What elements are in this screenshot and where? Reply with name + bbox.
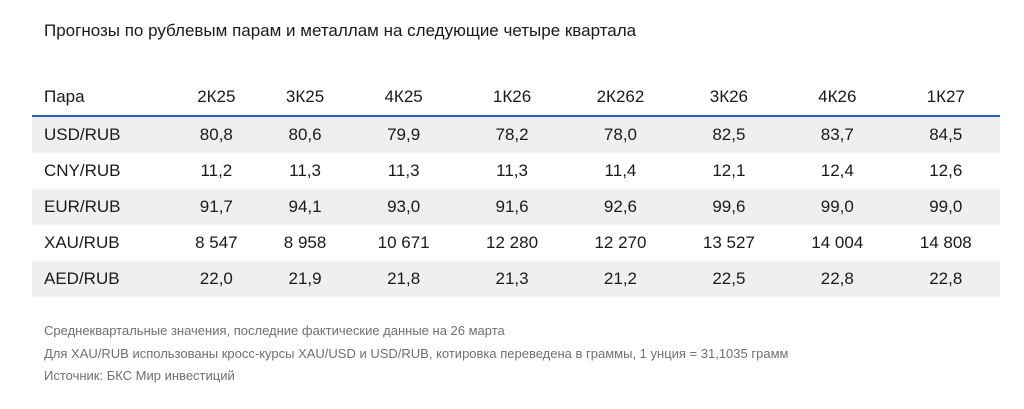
table-cell: 78,0 (566, 116, 675, 153)
table-cell: 14 808 (919, 233, 972, 252)
table-cell: 84,5 (891, 116, 1000, 153)
forecast-table: Пара 2К25 3К25 4К25 1К26 2К262 3К26 4К26… (32, 78, 1000, 297)
column-header-1k27: 1К27 (891, 78, 1000, 117)
table-header-row: Пара 2К25 3К25 4К25 1К26 2К262 3К26 4К26… (32, 78, 1000, 117)
table-row-aed-rub: AED/RUB 22,0 21,9 21,8 21,3 21,2 22,5 22… (32, 261, 1000, 297)
table-cell: 22,8 (891, 261, 1000, 297)
table-cell: 21,2 (566, 261, 675, 297)
table-cell: 21,8 (349, 261, 458, 297)
table-cell: 21,3 (457, 261, 567, 297)
table-row-cny-rub: CNY/RUB 11,2 11,3 11,3 11,3 11,4 12,1 12… (32, 153, 1000, 189)
footnote-averages: Среднеквартальные значения, последние фа… (44, 323, 505, 338)
table-row-eur-rub: EUR/RUB 91,7 94,1 93,0 91,6 92,6 99,6 99… (32, 189, 1000, 225)
column-header-2k25: 2К25 (172, 78, 261, 117)
table-cell: 12,1 (712, 161, 746, 180)
table-cell: 79,9 (349, 116, 458, 153)
footnotes: Среднеквартальные значения, последние фа… (44, 320, 788, 388)
table-cell: 80,6 (260, 116, 350, 153)
table-cell: 93,0 (349, 189, 458, 225)
table-row-usd-rub: USD/RUB 80,8 80,6 79,9 78,2 78,0 82,5 83… (32, 116, 1000, 153)
page-title: Прогнозы по рублевым парам и металлам на… (44, 21, 637, 40)
column-header-3k26: 3К26 (674, 78, 784, 117)
table-cell: 10 671 (377, 233, 430, 252)
column-header-3k25: 3К25 (260, 78, 350, 117)
table-cell: 83,7 (783, 116, 892, 153)
pair-label: EUR/RUB (32, 189, 172, 225)
table-cell: 11,3 (387, 161, 420, 180)
table-cell: 12,6 (929, 161, 963, 180)
table-cell: 91,6 (457, 189, 567, 225)
table-cell: 99,0 (891, 189, 1000, 225)
table-cell: 12 280 (486, 233, 539, 252)
column-header-4k26: 4К26 (783, 78, 892, 117)
footnote-source: Источник: БКС Мир инвестиций (44, 368, 235, 383)
table-cell: 92,6 (566, 189, 675, 225)
table-cell: 22,8 (783, 261, 892, 297)
table-cell: 8 547 (195, 233, 238, 252)
table-cell: 11,3 (289, 161, 321, 180)
table-cell: 11,4 (604, 161, 637, 180)
table-cell: 82,5 (674, 116, 784, 153)
column-header-pair: Пара (32, 78, 172, 117)
table-cell: 11,3 (496, 161, 528, 180)
column-header-1k26: 1К26 (457, 78, 567, 117)
table-cell: 21,9 (260, 261, 350, 297)
table-row-xau-rub: XAU/RUB 8 547 8 958 10 671 12 280 12 270… (32, 225, 1000, 261)
pair-label: USD/RUB (32, 116, 172, 153)
table-cell: 99,0 (783, 189, 892, 225)
table-cell: 22,0 (172, 261, 261, 297)
table-cell: 13 527 (702, 233, 755, 252)
table-cell: 11,2 (200, 161, 233, 180)
table-cell: 22,5 (674, 261, 784, 297)
pair-label: AED/RUB (32, 261, 172, 297)
footnote-xau-method: Для XAU/RUB использованы кросс-курсы XAU… (44, 345, 789, 361)
table-cell: 78,2 (457, 116, 567, 153)
pair-label: XAU/RUB (44, 233, 120, 252)
column-header-2k262: 2К262 (566, 78, 675, 117)
table-cell: 99,6 (674, 189, 784, 225)
table-cell: 91,7 (172, 189, 261, 225)
table-cell: 94,1 (260, 189, 350, 225)
table-cell: 14 004 (811, 233, 864, 252)
table-cell: 8 958 (283, 233, 327, 252)
table-cell: 12 270 (594, 233, 647, 252)
table-cell: 12,4 (820, 161, 854, 180)
table-cell: 80,8 (172, 116, 261, 153)
column-header-4k25: 4К25 (349, 78, 458, 117)
pair-label: CNY/RUB (44, 161, 121, 180)
